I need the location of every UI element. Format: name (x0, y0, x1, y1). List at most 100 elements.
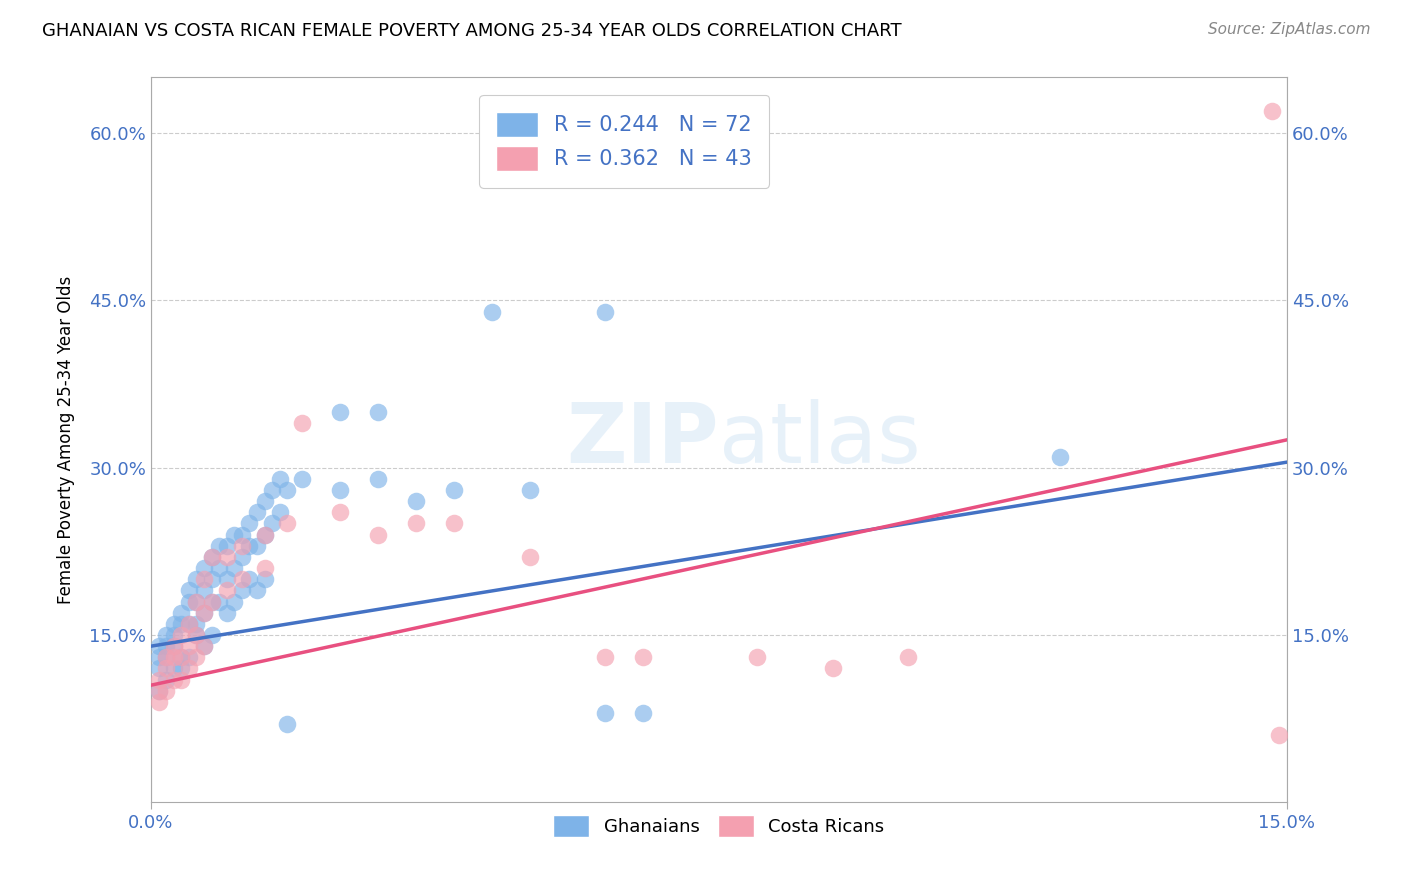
Point (238, 539, 260, 553)
Point (224, 527, 246, 541)
Point (246, 505, 269, 519)
Point (329, 505, 352, 519)
Point (177, 583, 200, 598)
Point (269, 472, 291, 486)
Point (170, 673, 193, 687)
Point (595, 304, 617, 318)
Point (163, 639, 186, 653)
Point (269, 505, 291, 519)
Point (193, 639, 215, 653)
Point (155, 683, 177, 698)
Point (329, 405, 352, 419)
Point (201, 594, 224, 608)
Point (821, 661, 844, 675)
Point (193, 561, 215, 575)
Point (224, 594, 246, 608)
Point (177, 616, 200, 631)
Point (262, 516, 284, 531)
Point (208, 561, 231, 575)
Point (253, 527, 276, 541)
Point (193, 583, 215, 598)
Y-axis label: Female Poverty Among 25-34 Year Olds: Female Poverty Among 25-34 Year Olds (58, 276, 75, 604)
Point (193, 606, 215, 620)
Point (208, 539, 231, 553)
Point (201, 549, 224, 564)
Point (215, 549, 238, 564)
Point (163, 650, 186, 665)
Point (215, 606, 238, 620)
Point (215, 583, 238, 598)
Point (177, 650, 200, 665)
Point (246, 539, 269, 553)
Point (163, 673, 186, 687)
Point (193, 639, 215, 653)
Point (519, 549, 541, 564)
Point (253, 561, 276, 575)
Point (276, 483, 298, 497)
Point (148, 673, 170, 687)
Point (148, 650, 170, 665)
Point (367, 472, 389, 486)
Point (170, 661, 193, 675)
Point (291, 416, 314, 430)
Point (231, 583, 253, 598)
Point (231, 549, 253, 564)
Point (253, 572, 276, 586)
Point (163, 661, 186, 675)
Point (291, 472, 314, 486)
Point (1268, 728, 1291, 742)
Point (148, 683, 170, 698)
Point (519, 483, 541, 497)
Point (170, 606, 193, 620)
Point (163, 616, 186, 631)
Legend: Ghanaians, Costa Ricans: Ghanaians, Costa Ricans (546, 807, 891, 844)
Point (231, 572, 253, 586)
Point (631, 650, 654, 665)
Point (897, 650, 920, 665)
Point (238, 572, 260, 586)
Point (177, 616, 200, 631)
Point (148, 683, 170, 698)
Point (253, 527, 276, 541)
Point (231, 527, 253, 541)
Point (367, 405, 389, 419)
Point (405, 516, 427, 531)
Point (155, 628, 177, 642)
Point (367, 527, 389, 541)
Point (276, 717, 298, 731)
Point (186, 616, 208, 631)
Point (163, 628, 186, 642)
Point (155, 650, 177, 665)
Point (481, 304, 503, 318)
Point (631, 706, 654, 720)
Point (405, 494, 427, 508)
Point (215, 539, 238, 553)
Point (201, 594, 224, 608)
Point (443, 516, 465, 531)
Point (186, 650, 208, 665)
Point (155, 650, 177, 665)
Point (329, 483, 352, 497)
Point (170, 616, 193, 631)
Point (155, 673, 177, 687)
Point (201, 549, 224, 564)
Point (193, 572, 215, 586)
Point (177, 661, 200, 675)
Point (201, 628, 224, 642)
Point (177, 594, 200, 608)
Point (177, 639, 200, 653)
Point (745, 650, 768, 665)
Point (193, 606, 215, 620)
Point (155, 639, 177, 653)
Point (246, 583, 269, 598)
Point (170, 650, 193, 665)
Point (201, 572, 224, 586)
Point (186, 628, 208, 642)
Point (186, 594, 208, 608)
Point (595, 650, 617, 665)
Point (170, 628, 193, 642)
Point (224, 561, 246, 575)
Point (443, 483, 465, 497)
Text: GHANAIAN VS COSTA RICAN FEMALE POVERTY AMONG 25-34 YEAR OLDS CORRELATION CHART: GHANAIAN VS COSTA RICAN FEMALE POVERTY A… (42, 22, 901, 40)
Point (155, 661, 177, 675)
